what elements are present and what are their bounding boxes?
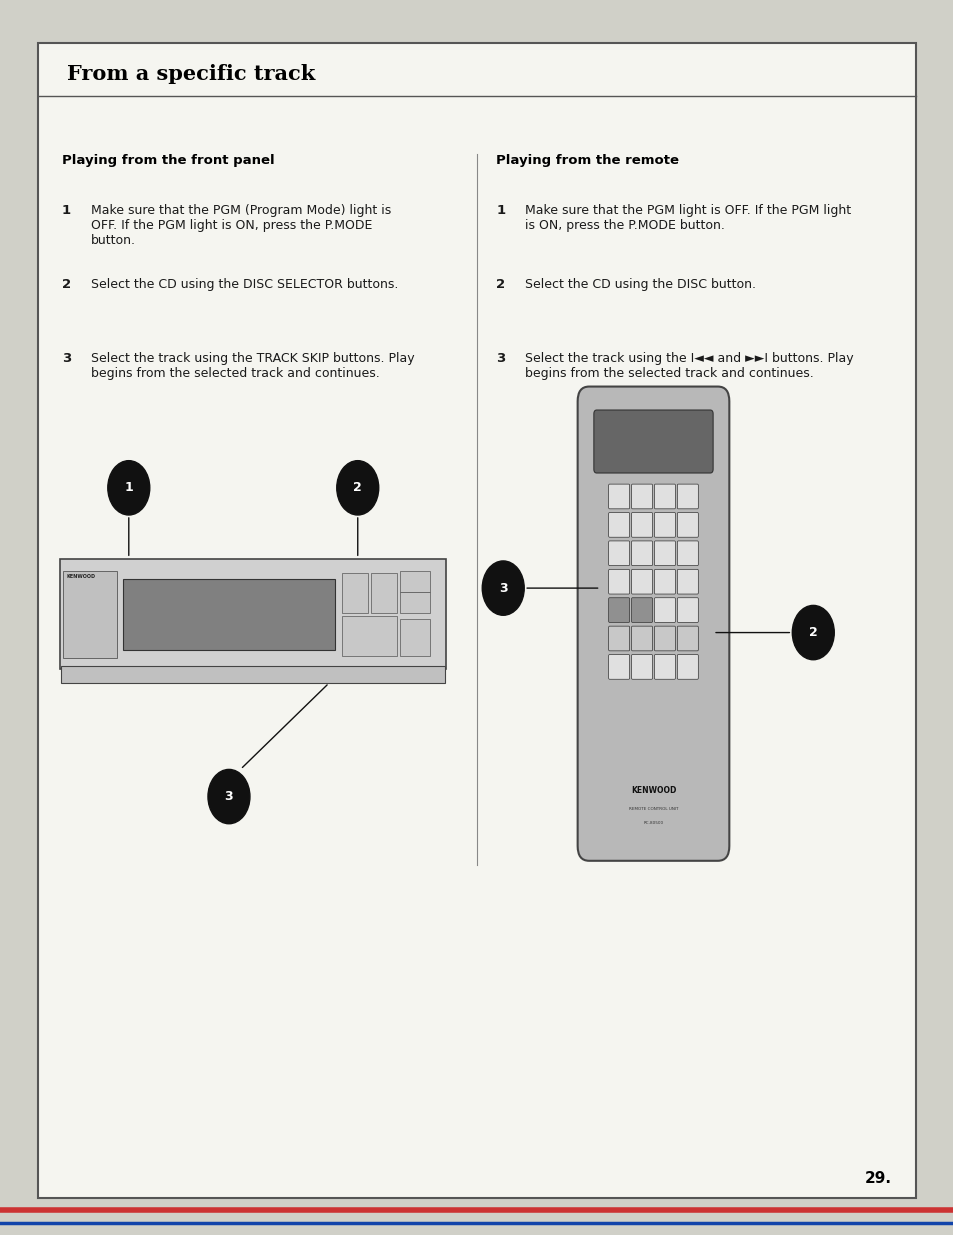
FancyBboxPatch shape xyxy=(677,655,698,679)
FancyBboxPatch shape xyxy=(654,484,675,509)
Circle shape xyxy=(482,561,524,615)
Circle shape xyxy=(208,769,250,824)
FancyBboxPatch shape xyxy=(60,559,445,669)
Circle shape xyxy=(791,605,833,659)
FancyBboxPatch shape xyxy=(631,598,652,622)
Text: Select the track using the I◄◄ and ►►I buttons. Play
begins from the selected tr: Select the track using the I◄◄ and ►►I b… xyxy=(524,352,852,380)
Text: Make sure that the PGM (Program Mode) light is
OFF. If the PGM light is ON, pres: Make sure that the PGM (Program Mode) li… xyxy=(91,204,391,247)
FancyBboxPatch shape xyxy=(631,484,652,509)
FancyBboxPatch shape xyxy=(631,655,652,679)
FancyBboxPatch shape xyxy=(654,655,675,679)
Text: 2: 2 xyxy=(353,482,362,494)
Text: 3: 3 xyxy=(496,352,505,366)
FancyBboxPatch shape xyxy=(631,626,652,651)
Text: KENWOOD: KENWOOD xyxy=(67,574,95,579)
FancyBboxPatch shape xyxy=(608,569,629,594)
Text: Make sure that the PGM light is OFF. If the PGM light
is ON, press the P.MODE bu: Make sure that the PGM light is OFF. If … xyxy=(524,204,850,232)
FancyBboxPatch shape xyxy=(38,43,915,1198)
Text: From a specific track: From a specific track xyxy=(67,64,314,84)
Text: 1: 1 xyxy=(124,482,133,494)
Circle shape xyxy=(108,461,150,515)
FancyBboxPatch shape xyxy=(654,626,675,651)
FancyBboxPatch shape xyxy=(677,569,698,594)
FancyBboxPatch shape xyxy=(123,579,335,650)
Circle shape xyxy=(336,461,378,515)
FancyBboxPatch shape xyxy=(63,571,117,658)
Text: Select the track using the TRACK SKIP buttons. Play
begins from the selected tra: Select the track using the TRACK SKIP bu… xyxy=(91,352,414,380)
FancyBboxPatch shape xyxy=(654,598,675,622)
Text: 2: 2 xyxy=(808,626,817,638)
Text: 3: 3 xyxy=(498,582,507,594)
Text: 2: 2 xyxy=(496,278,505,291)
Text: Playing from the remote: Playing from the remote xyxy=(496,154,679,168)
Text: KENWOOD: KENWOOD xyxy=(630,785,676,795)
FancyBboxPatch shape xyxy=(371,573,396,613)
FancyBboxPatch shape xyxy=(677,626,698,651)
Text: RC-80500: RC-80500 xyxy=(642,820,663,825)
FancyBboxPatch shape xyxy=(608,626,629,651)
FancyBboxPatch shape xyxy=(677,513,698,537)
Text: 3: 3 xyxy=(62,352,71,366)
FancyBboxPatch shape xyxy=(654,569,675,594)
Text: Playing from the front panel: Playing from the front panel xyxy=(62,154,274,168)
FancyBboxPatch shape xyxy=(608,484,629,509)
Text: Select the CD using the DISC SELECTOR buttons.: Select the CD using the DISC SELECTOR bu… xyxy=(91,278,397,291)
FancyBboxPatch shape xyxy=(631,513,652,537)
FancyBboxPatch shape xyxy=(61,666,444,683)
Text: REMOTE CONTROL UNIT: REMOTE CONTROL UNIT xyxy=(628,806,678,811)
FancyBboxPatch shape xyxy=(677,541,698,566)
FancyBboxPatch shape xyxy=(631,541,652,566)
FancyBboxPatch shape xyxy=(342,573,368,613)
FancyBboxPatch shape xyxy=(577,387,728,861)
FancyBboxPatch shape xyxy=(399,592,430,613)
FancyBboxPatch shape xyxy=(677,598,698,622)
FancyBboxPatch shape xyxy=(608,541,629,566)
FancyBboxPatch shape xyxy=(654,541,675,566)
FancyBboxPatch shape xyxy=(399,619,430,656)
FancyBboxPatch shape xyxy=(608,598,629,622)
FancyBboxPatch shape xyxy=(677,484,698,509)
FancyBboxPatch shape xyxy=(399,571,430,592)
Text: 2: 2 xyxy=(62,278,71,291)
FancyBboxPatch shape xyxy=(608,655,629,679)
Text: 1: 1 xyxy=(62,204,71,217)
FancyBboxPatch shape xyxy=(654,513,675,537)
Text: 29.: 29. xyxy=(864,1171,891,1186)
FancyBboxPatch shape xyxy=(631,569,652,594)
Text: Select the CD using the DISC button.: Select the CD using the DISC button. xyxy=(524,278,755,291)
Text: 3: 3 xyxy=(224,790,233,803)
Text: 1: 1 xyxy=(496,204,505,217)
FancyBboxPatch shape xyxy=(608,513,629,537)
FancyBboxPatch shape xyxy=(342,616,396,656)
FancyBboxPatch shape xyxy=(593,410,713,473)
